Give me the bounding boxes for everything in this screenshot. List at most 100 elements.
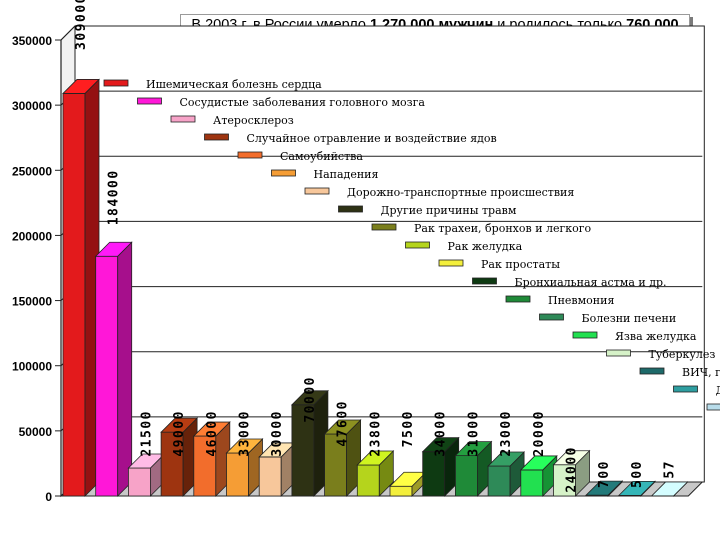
bar-value-label: 7500 <box>401 410 416 447</box>
bar-16 <box>552 449 591 497</box>
bar-value-label: 30000 <box>270 410 285 457</box>
bar-front <box>422 451 446 497</box>
legend-label: Дорожно-транспортные происшествия <box>347 186 574 199</box>
legend-label: ВИЧ, гепатит <box>682 366 720 379</box>
bar-front <box>454 455 478 497</box>
legend-label: Диарея <box>716 384 720 397</box>
legend-swatch <box>472 277 497 285</box>
legend-swatch <box>405 241 430 249</box>
bar-19 <box>650 480 689 497</box>
bar-17 <box>585 480 624 497</box>
bar-value-label: 46000 <box>205 410 220 457</box>
legend-swatch <box>137 97 162 105</box>
bar-value-label: 57 <box>663 460 678 479</box>
bar-top <box>192 421 231 437</box>
bar-value-label: 33000 <box>238 410 253 457</box>
y-tick-label: 200000 <box>12 229 52 243</box>
legend-label: Рак простаты <box>481 258 560 271</box>
bar-7 <box>258 441 297 497</box>
legend-swatch <box>505 295 531 303</box>
legend-swatch <box>103 79 129 87</box>
legend-swatch <box>606 349 631 357</box>
legend-swatch <box>304 187 330 195</box>
bar-top <box>62 79 100 94</box>
legend-label: Ишемическая болезнь сердца <box>146 78 322 91</box>
bar-top <box>650 481 689 497</box>
bar-front <box>520 469 544 497</box>
legend-label: Самоубийства <box>280 150 363 163</box>
bar-top <box>94 241 133 257</box>
bar-value-label: 500 <box>630 460 645 488</box>
legend-swatch <box>237 151 263 159</box>
bar-top <box>617 480 656 496</box>
bar-value-label: 700 <box>597 460 612 488</box>
bar-2 <box>94 241 133 497</box>
legend-swatch <box>204 133 229 141</box>
legend-label: Туберкулез <box>649 348 716 361</box>
bar-value-label: 24000 <box>565 446 580 493</box>
legend-label: Болезни печени <box>582 312 677 325</box>
bar-front <box>95 255 119 497</box>
bar-value-label: 23000 <box>499 410 514 457</box>
bar-top <box>323 419 362 435</box>
y-tick-label: 100000 <box>12 360 52 374</box>
legend-label: Бронхиальная астма и др. <box>515 276 667 289</box>
bar-value-label: 23800 <box>368 410 383 457</box>
legend-label: Рак желудка <box>448 240 523 253</box>
bar-value-label: 20000 <box>532 410 547 457</box>
legend-swatch <box>539 313 564 321</box>
bar-18 <box>617 480 656 497</box>
legend-swatch <box>170 115 196 123</box>
legend-label: Сосудистые заболевания головного мозга <box>180 96 426 109</box>
bar-top <box>225 438 264 454</box>
legend-label: Рак трахеи, бронхов и легкого <box>414 222 592 235</box>
y-tick-label: 300000 <box>12 99 52 113</box>
y-tick-label: 150000 <box>12 295 52 309</box>
bar-front <box>389 485 413 497</box>
y-tick-label: 250000 <box>12 164 52 178</box>
bar-top <box>421 437 460 453</box>
legend-label: Нападения <box>314 168 379 181</box>
bar-top <box>356 450 395 466</box>
bar-top <box>552 450 591 466</box>
bar-value-label: 49000 <box>172 410 187 457</box>
bar-top <box>290 390 329 406</box>
bar-value-label: 21500 <box>139 410 154 457</box>
bar-front <box>226 452 249 497</box>
bar-top <box>519 455 558 471</box>
legend-label: Язва желудка <box>615 330 697 343</box>
legend-swatch <box>639 367 665 375</box>
legend-swatch <box>338 205 363 213</box>
legend-label: Случайное отравление и воздействие ядов <box>247 132 497 145</box>
bar-value-label: 184000 <box>107 169 122 225</box>
bar-value-label: 34000 <box>434 410 449 457</box>
bar-top <box>585 480 624 496</box>
chart-back-wall <box>74 25 705 483</box>
bar-side <box>117 241 133 497</box>
y-tick-label: 0 <box>45 490 52 504</box>
legend-swatch <box>371 223 397 231</box>
legend-label: Другие причины травм <box>381 204 517 217</box>
bar-front <box>356 464 380 497</box>
legend-label: Пневмония <box>548 294 614 307</box>
legend-swatch <box>572 331 598 339</box>
bar-value-label: 70000 <box>303 376 318 423</box>
y-tick-label: 50000 <box>19 425 53 439</box>
bar-top <box>487 451 526 467</box>
bar-front <box>487 465 511 497</box>
legend-swatch <box>706 403 720 411</box>
legend-swatch <box>271 169 296 177</box>
bar-front <box>258 456 282 497</box>
bar-front <box>62 93 86 497</box>
bar-value-label: 31000 <box>466 410 481 457</box>
bar-value-label: 309000 <box>74 0 89 50</box>
bar-top <box>160 417 199 433</box>
gridline <box>60 25 703 41</box>
bar-top <box>454 441 493 457</box>
legend-label: Атеросклероз <box>213 114 294 127</box>
legend-swatch <box>673 385 698 393</box>
legend-swatch <box>438 259 464 267</box>
bar-1 <box>62 78 100 497</box>
bar-front <box>127 467 151 497</box>
